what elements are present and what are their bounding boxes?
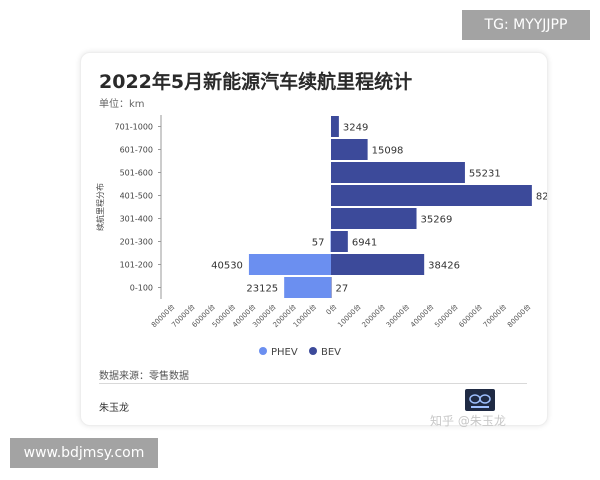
category-label: 401-500 (120, 192, 153, 201)
author-name: 朱玉龙 (99, 403, 129, 414)
category-label: 101-200 (120, 261, 153, 270)
phev-bar (284, 277, 331, 298)
bar-chart: 续航里程分布 701-1000 601-700 501-600 401-500 301-4… (95, 115, 547, 358)
bev-bar (331, 231, 348, 252)
phev-value-label: 23125 (246, 284, 278, 295)
category-label: 0-100 (130, 284, 153, 293)
bev-value-label: 3249 (343, 123, 368, 134)
y-axis-title: 续航里程分布 (95, 183, 105, 231)
x-tick-label: 60000台 (457, 302, 484, 329)
category-label: 301-400 (120, 215, 153, 224)
legend-bev-label: BEV (321, 347, 341, 358)
x-tick-label: 30000台 (384, 302, 411, 329)
bev-value-label: 15098 (372, 146, 404, 157)
category-label: 601-700 (120, 146, 153, 155)
category-label: 201-300 (120, 238, 153, 247)
tg-watermark: TG: MYYJJPP (462, 10, 590, 40)
bev-bar (331, 254, 425, 275)
legend-bev-marker (309, 347, 317, 355)
category-label: 501-600 (120, 169, 153, 178)
legend-phev-label: PHEV (271, 347, 298, 358)
bev-value-label: 27 (336, 284, 349, 295)
phev-value-label: 57 (312, 238, 325, 249)
x-tick-label: 70000台 (481, 302, 508, 329)
phev-bar (330, 231, 331, 252)
bev-bar (331, 208, 417, 229)
x-tick-label: 40000台 (408, 302, 435, 329)
phev-bar (248, 254, 331, 275)
bev-bar (331, 116, 339, 137)
bev-bar (331, 185, 532, 206)
bev-value-label: 55231 (469, 169, 501, 180)
category-label: 701-1000 (114, 123, 153, 132)
bev-bar (331, 139, 368, 160)
phev-value-label: 40530 (211, 261, 243, 272)
data-source: 数据来源：零售数据 (99, 371, 189, 382)
bev-value-label: 82833 (536, 192, 547, 203)
bev-bar (331, 162, 465, 183)
chart-card: 2022年5月新能源汽车续航里程统计 单位：km 续航里程分布 701-1000 6… (80, 52, 548, 426)
chart-title: 2022年5月新能源汽车续航里程统计 (99, 71, 413, 93)
unit-label: 单位：km (99, 99, 145, 110)
bev-value-label: 6941 (352, 238, 377, 249)
bev-value-label: 35269 (421, 215, 453, 226)
legend-phev-marker (259, 347, 267, 355)
x-tick-label: 20000台 (360, 302, 387, 329)
site-watermark: www.bdjmsy.com (10, 438, 158, 468)
divider (99, 383, 527, 384)
x-tick-label: 0台 (324, 302, 338, 316)
x-tick-label: 80000台 (505, 302, 532, 329)
x-tick-label: 10000台 (336, 302, 363, 329)
x-tick-label: 50000台 (433, 302, 460, 329)
bev-value-label: 38426 (428, 261, 460, 272)
bev-bar (331, 277, 332, 298)
zhihu-watermark: 知乎 @朱玉龙 (430, 414, 506, 428)
brand-logo-icon (465, 389, 495, 411)
